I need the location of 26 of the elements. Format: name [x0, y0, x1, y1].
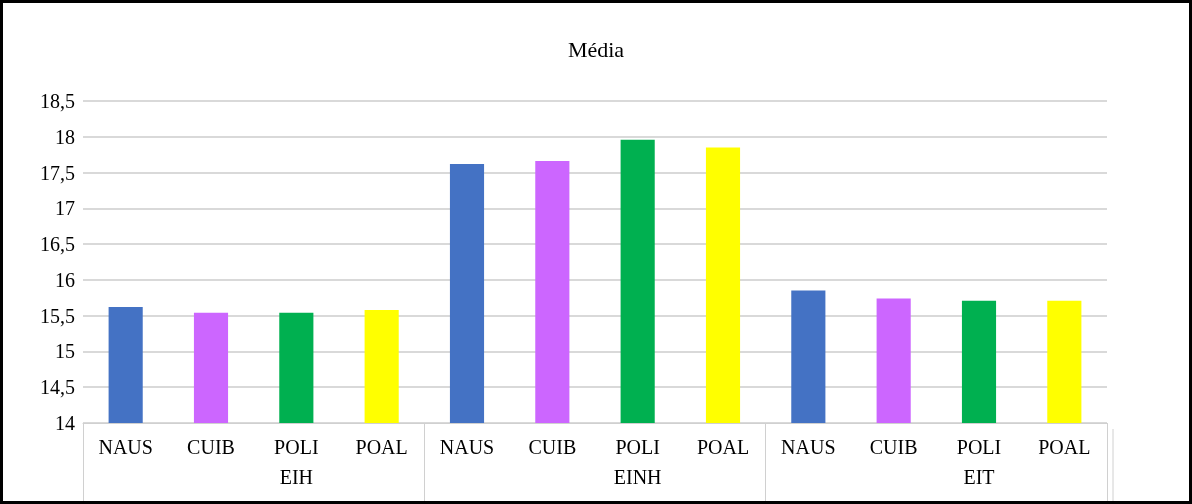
- x-tick-label: POAL: [696, 436, 750, 458]
- x-tick-label: POLI: [956, 436, 1002, 458]
- x-tick-label: POAL: [355, 436, 408, 458]
- y-tick-label: 14,5: [40, 376, 75, 399]
- x-tick-label: CUIB: [187, 436, 235, 458]
- x-tick-label: NAUS: [781, 436, 836, 458]
- y-tick-label: 16: [55, 268, 75, 291]
- x-tick-label: CUIB: [528, 436, 577, 458]
- text: EINH: [613, 466, 662, 488]
- y-tick-label: 15: [55, 340, 75, 363]
- y-tick-label: 17: [55, 197, 75, 220]
- text: EIT: [963, 466, 995, 488]
- x-tick-label: NAUS: [439, 436, 495, 458]
- y-tick-label: 18,5: [40, 90, 75, 112]
- y-tick-label: 17,5: [40, 161, 75, 184]
- y-tick-label: 16,5: [40, 233, 75, 256]
- y-tick-label: 18: [55, 125, 75, 148]
- x-tick-label: POAL: [1038, 436, 1091, 458]
- x-tick-label: NAUS: [98, 436, 153, 458]
- y-tick-label: 14: [55, 412, 75, 434]
- x-tick-label: CUIB: [869, 436, 918, 458]
- x-tick-label: POLI: [274, 436, 319, 458]
- x-tick-label: POLI: [615, 436, 660, 458]
- text: EIH: [279, 466, 313, 488]
- chart-title: Média: [567, 36, 625, 62]
- y-tick-label: 15,5: [40, 304, 75, 327]
